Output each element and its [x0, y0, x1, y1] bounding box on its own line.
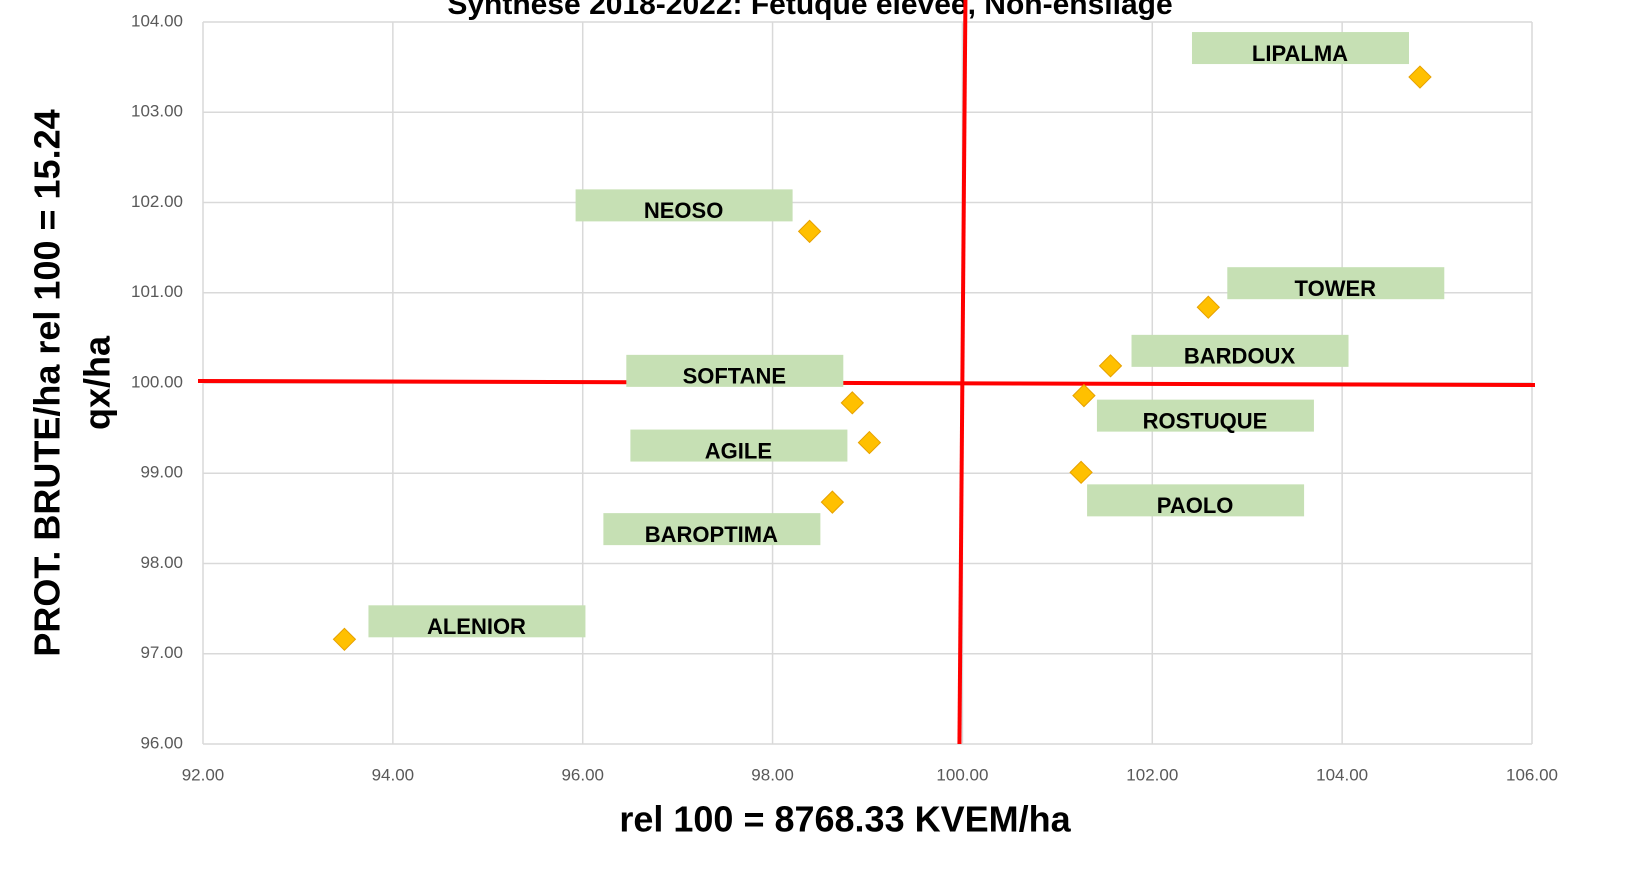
point-label: ROSTUQUE	[1143, 408, 1268, 433]
y-tick-label: 101.00	[131, 282, 183, 301]
x-tick-label: 104.00	[1316, 765, 1368, 784]
point	[840, 391, 865, 415]
point	[1069, 460, 1093, 485]
y-tick-label: 102.00	[131, 192, 183, 211]
reference-line-x	[957, 0, 968, 745]
point-label: SOFTANE	[683, 364, 786, 389]
label-box	[1087, 484, 1305, 517]
x-tick-label: 106.00	[1506, 765, 1558, 784]
y-tick-label: 100.00	[131, 372, 183, 391]
point	[857, 430, 882, 455]
point-label: ALENIOR	[427, 614, 526, 639]
reference-line-y	[197, 379, 1536, 387]
x-tick-label: 100.00	[936, 765, 988, 784]
label-box	[626, 354, 844, 387]
label-box	[630, 429, 848, 462]
label-box	[1191, 32, 1409, 65]
y-axis-title: PROT. BRUTE/ha rel 100 = 15.24	[27, 109, 68, 656]
x-tick-label: 92.00	[182, 765, 225, 784]
label-box	[575, 189, 793, 222]
point-label: LIPALMA	[1252, 41, 1348, 66]
y-axis-title-group: qx/ha	[77, 335, 118, 430]
point-label: PAOLO	[1157, 493, 1234, 518]
point	[820, 490, 845, 514]
y-tick-label: 104.00	[131, 11, 183, 30]
y-tick-label: 97.00	[140, 643, 183, 662]
point-label: BARDOUX	[1184, 344, 1296, 369]
point-label: AGILE	[705, 438, 772, 463]
point-label: NEOSO	[644, 198, 723, 223]
point-label: BAROPTIMA	[645, 522, 778, 547]
y-axis-title-group: PROT. BRUTE/ha rel 100 = 15.24	[27, 109, 68, 656]
label-box	[603, 513, 821, 546]
label-box	[368, 605, 586, 638]
x-axis-title: rel 100 = 8768.33 KVEM/ha	[619, 799, 1071, 840]
y-tick-label: 103.00	[131, 102, 183, 121]
x-tick-label: 94.00	[372, 765, 415, 784]
point	[1196, 295, 1220, 319]
point	[1098, 354, 1123, 378]
point	[1408, 65, 1432, 89]
y-tick-label: 98.00	[140, 553, 183, 572]
y-axis-title: qx/ha	[77, 335, 118, 430]
x-tick-label: 96.00	[561, 765, 604, 784]
point	[1072, 383, 1096, 408]
point-label: TOWER	[1295, 276, 1377, 301]
label-box	[1096, 399, 1314, 432]
point	[797, 219, 822, 244]
chart-title: Synthèse 2018-2022: Fétuque élevée, Non-…	[447, 0, 1172, 21]
point	[332, 627, 357, 652]
label-box	[1227, 267, 1445, 300]
x-tick-label: 102.00	[1126, 765, 1178, 784]
x-tick-label: 98.00	[751, 765, 794, 784]
label-box	[1131, 334, 1349, 367]
y-tick-label: 99.00	[140, 463, 183, 482]
y-tick-label: 96.00	[140, 733, 183, 752]
